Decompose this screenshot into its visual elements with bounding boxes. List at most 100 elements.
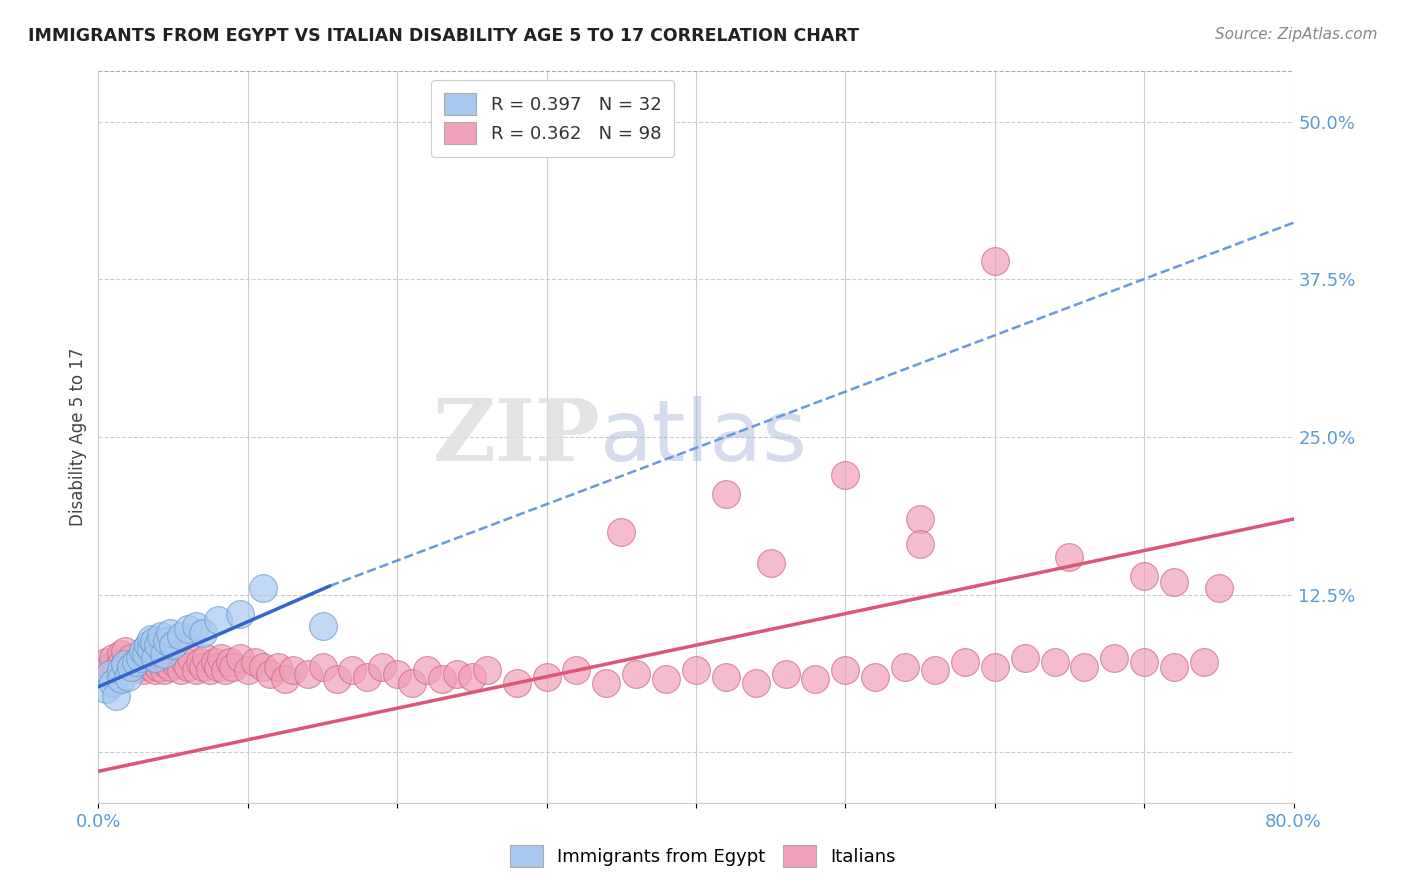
Point <box>148 659 170 673</box>
Point <box>105 664 128 678</box>
Point <box>110 664 132 678</box>
Point <box>297 667 319 681</box>
Point <box>565 664 588 678</box>
Point <box>371 659 394 673</box>
Point <box>219 655 242 669</box>
Point <box>188 655 211 669</box>
Point <box>207 613 229 627</box>
Point <box>98 667 122 681</box>
Point <box>159 659 181 673</box>
Point <box>1133 569 1156 583</box>
Point <box>865 670 887 684</box>
Point <box>156 657 179 671</box>
Point <box>148 647 170 661</box>
Point <box>401 676 423 690</box>
Point <box>139 642 162 657</box>
Point <box>1208 582 1230 596</box>
Point <box>125 655 148 669</box>
Point <box>461 670 484 684</box>
Point <box>984 253 1007 268</box>
Point <box>1073 659 1095 673</box>
Point <box>136 638 159 652</box>
Point <box>245 655 267 669</box>
Point <box>1043 655 1066 669</box>
Point <box>129 650 152 665</box>
Point <box>326 672 349 686</box>
Point <box>834 664 856 678</box>
Point <box>1014 650 1036 665</box>
Point <box>745 676 768 690</box>
Point <box>184 619 207 633</box>
Point <box>714 670 737 684</box>
Point <box>103 676 125 690</box>
Point <box>1104 650 1126 665</box>
Point <box>953 655 976 669</box>
Point <box>267 659 290 673</box>
Point <box>356 670 378 684</box>
Point <box>110 657 132 671</box>
Point <box>114 657 136 671</box>
Point <box>191 625 214 640</box>
Point <box>236 664 259 678</box>
Legend: Immigrants from Egypt, Italians: Immigrants from Egypt, Italians <box>503 838 903 874</box>
Point <box>117 670 139 684</box>
Point <box>1163 659 1185 673</box>
Point <box>142 655 165 669</box>
Point <box>610 524 633 539</box>
Text: IMMIGRANTS FROM EGYPT VS ITALIAN DISABILITY AGE 5 TO 17 CORRELATION CHART: IMMIGRANTS FROM EGYPT VS ITALIAN DISABIL… <box>28 27 859 45</box>
Point <box>595 676 617 690</box>
Point <box>150 655 173 669</box>
Point <box>98 659 122 673</box>
Point <box>177 659 200 673</box>
Point <box>132 650 155 665</box>
Point <box>135 647 157 661</box>
Point <box>165 657 187 671</box>
Point <box>416 664 439 678</box>
Point <box>281 664 304 678</box>
Point <box>252 659 274 673</box>
Point <box>252 582 274 596</box>
Point <box>984 659 1007 673</box>
Point <box>685 664 707 678</box>
Point <box>169 629 191 643</box>
Point <box>132 664 155 678</box>
Point <box>506 676 529 690</box>
Point <box>162 638 184 652</box>
Point <box>229 650 252 665</box>
Point <box>195 650 218 665</box>
Point <box>259 667 281 681</box>
Point <box>148 638 170 652</box>
Point <box>1192 655 1215 669</box>
Point <box>153 647 176 661</box>
Point <box>159 625 181 640</box>
Point <box>1163 575 1185 590</box>
Point <box>110 647 132 661</box>
Text: ZIP: ZIP <box>433 395 600 479</box>
Point <box>626 667 648 681</box>
Point <box>103 650 125 665</box>
Point <box>229 607 252 621</box>
Point <box>132 644 155 658</box>
Point <box>191 659 214 673</box>
Point <box>759 556 782 570</box>
Point <box>775 667 797 681</box>
Point <box>120 650 142 665</box>
Text: atlas: atlas <box>600 395 808 479</box>
Point <box>110 672 132 686</box>
Point <box>174 655 197 669</box>
Point <box>114 644 136 658</box>
Point <box>169 664 191 678</box>
Point <box>311 659 333 673</box>
Point <box>177 622 200 636</box>
Point <box>94 655 117 669</box>
Point <box>908 537 931 551</box>
Point <box>180 650 202 665</box>
Point <box>804 672 827 686</box>
Point <box>209 650 232 665</box>
Point <box>894 659 917 673</box>
Point <box>156 634 179 648</box>
Point <box>143 664 166 678</box>
Point <box>150 629 173 643</box>
Point <box>311 619 333 633</box>
Legend: R = 0.397   N = 32, R = 0.362   N = 98: R = 0.397 N = 32, R = 0.362 N = 98 <box>432 80 673 157</box>
